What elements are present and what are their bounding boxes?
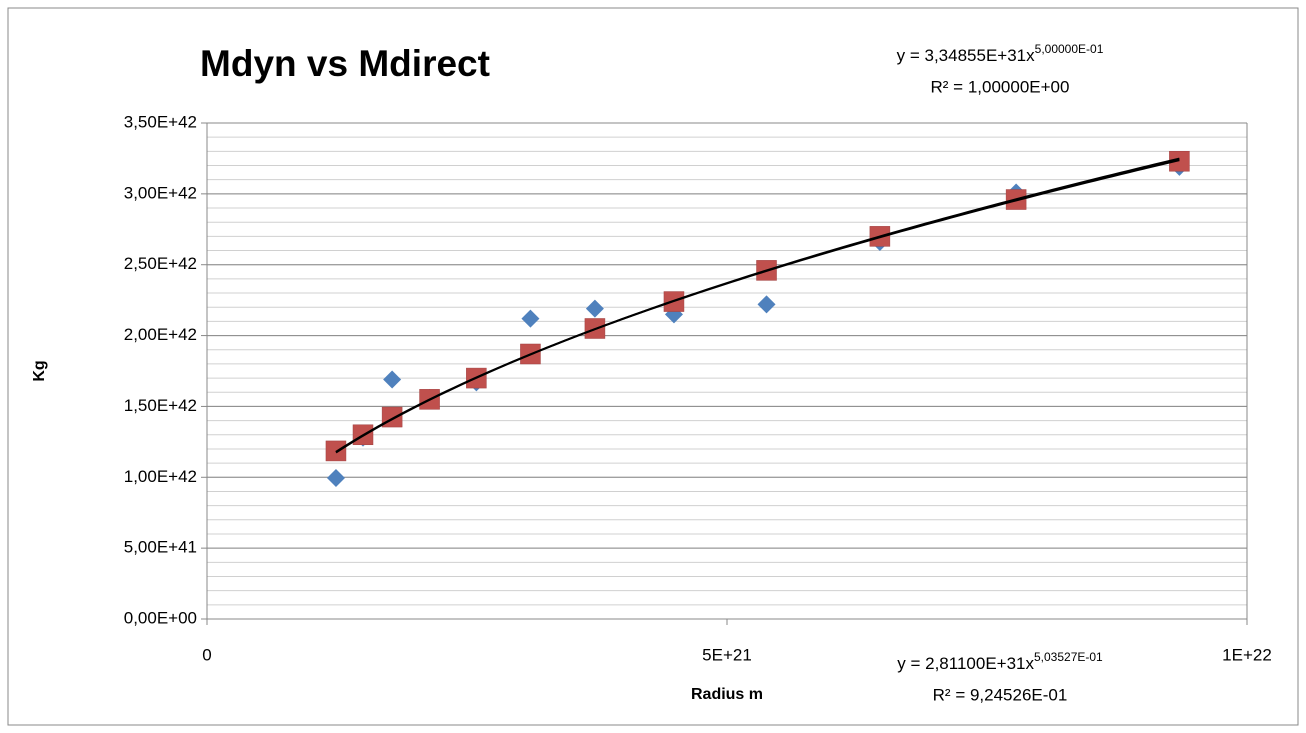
x-axis-title: Radius m — [691, 686, 763, 703]
y-tick-label: 3,50E+42 — [124, 112, 197, 131]
trendline-equation: y = 2,81100E+31x5,03527E-01 — [897, 650, 1103, 673]
y-tick-label: 2,00E+42 — [124, 325, 197, 344]
trendline — [335, 159, 1180, 453]
x-tick-label: 5E+21 — [702, 645, 752, 664]
y-tick-label: 5,00E+41 — [124, 538, 197, 557]
y-tick-label: 1,00E+42 — [124, 467, 197, 486]
diamond-marker — [757, 295, 776, 314]
trendline-equation: y = 3,34855E+31x5,00000E-01 — [897, 42, 1104, 65]
trendline-r2: R² = 9,24526E-01 — [933, 685, 1068, 704]
diamond-marker — [521, 309, 540, 328]
x-tick-label: 1E+22 — [1222, 645, 1272, 664]
y-tick-label: 0,00E+00 — [124, 608, 197, 627]
x-tick-label: 0 — [202, 645, 211, 664]
equation-exponent: 5,03527E-01 — [1034, 650, 1103, 664]
y-tick-label: 3,00E+42 — [124, 183, 197, 202]
y-tick-label: 2,50E+42 — [124, 254, 197, 273]
y-axis-title: Kg — [31, 360, 48, 381]
chart-title: Mdyn vs Mdirect — [200, 43, 490, 84]
diamond-marker — [585, 299, 604, 318]
y-tick-label: 1,50E+42 — [124, 396, 197, 415]
diamond-marker — [326, 468, 345, 487]
equation-text: y = 3,34855E+31x — [897, 46, 1036, 65]
equation-text: y = 2,81100E+31x — [897, 654, 1034, 673]
equation-exponent: 5,00000E-01 — [1035, 42, 1104, 56]
trendline-r2: R² = 1,00000E+00 — [931, 77, 1070, 96]
diamond-marker — [383, 370, 402, 389]
chart-frame — [7, 7, 1299, 726]
